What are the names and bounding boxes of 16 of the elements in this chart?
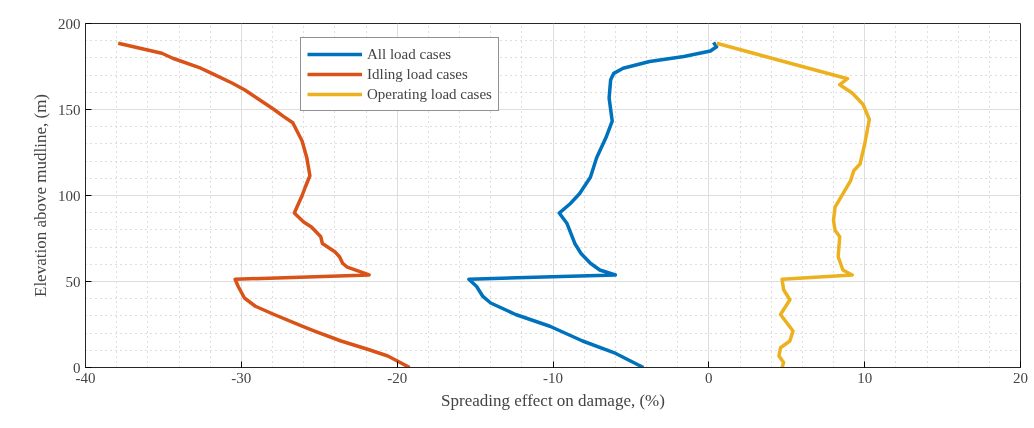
x-tick-label: -10 [543,369,563,386]
y-tick-label: 200 [58,15,81,32]
y-axis-title: Elevation above mudline, (m) [31,94,50,297]
x-tick-label: 10 [857,369,873,386]
x-tick-label: -20 [387,369,408,386]
x-tick-label: 20 [1013,369,1028,386]
line-series [714,41,872,368]
y-tick-label: 50 [65,273,81,290]
x-axis-title: Spreading effect on damage, (%) [441,390,665,410]
legend-label: All load cases [367,44,452,64]
y-tick-label: 100 [58,187,81,204]
legend-label: Operating load cases [367,84,492,104]
y-tick-label: 150 [58,101,81,118]
x-tick-label: 0 [705,369,713,386]
legend-label: Idling load cases [367,64,468,84]
x-tick-label: -30 [231,369,252,386]
